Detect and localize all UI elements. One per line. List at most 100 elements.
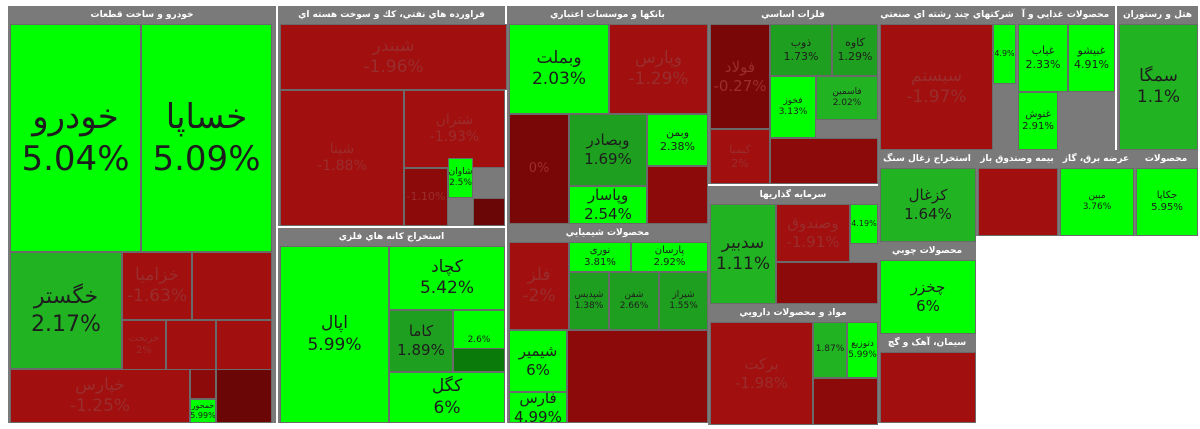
stock-tile[interactable]: فارس 4.99% <box>509 392 567 423</box>
sector-9[interactable]: محصولات غذايي و آ غیاب 2.33% غبیشو 4.91% غنوش… <box>1016 6 1115 150</box>
stock-tile[interactable]: خپارس -1.25% <box>10 369 190 423</box>
sector-15[interactable]: محصولات جکاپا 5.95% <box>1134 150 1198 236</box>
stock-tile[interactable] <box>453 348 505 372</box>
stock-change: 6% <box>433 397 461 418</box>
stock-tile[interactable]: شفن 2.66% <box>609 272 659 330</box>
stock-tile[interactable]: 4.19% <box>850 204 878 244</box>
stock-tile[interactable]: وپاسار 2.54% <box>569 186 647 224</box>
stock-tile[interactable]: 0% <box>509 114 569 224</box>
stock-tile[interactable]: نوری 3.81% <box>569 242 631 272</box>
stock-tile[interactable]: مبین 3.76% <box>1060 168 1134 236</box>
sector-0[interactable]: خودرو و ساخت قطعات خودرو 5.04% خساپا 5.09% خگ… <box>8 6 276 423</box>
stock-tile[interactable] <box>190 369 216 399</box>
stock-tile[interactable]: چخزر 6% <box>880 260 976 334</box>
stock-change: 5.99% <box>848 350 877 360</box>
stock-tile[interactable]: سدبیر 1.11% <box>710 204 776 304</box>
stock-tile[interactable] <box>776 262 878 304</box>
stock-tile[interactable]: غنوش 2.91% <box>1018 92 1058 150</box>
sector-title: خودرو و ساخت قطعات <box>90 10 194 20</box>
sector-3[interactable]: استخراج كانه هاي فلزي اپال 5.99% کچاد 5.42% ک… <box>278 228 505 423</box>
stock-tile[interactable] <box>813 378 878 425</box>
stock-tile[interactable]: کزغال 1.64% <box>880 168 976 242</box>
stock-tile[interactable]: کچاد 5.42% <box>389 246 505 310</box>
stock-tile[interactable]: غیاب 2.33% <box>1018 24 1068 92</box>
stock-tile[interactable]: شبندر -1.96% <box>280 24 507 90</box>
stock-tile[interactable]: شپنا -1.88% <box>280 90 404 226</box>
stock-tile[interactable] <box>978 168 1058 236</box>
stock-tile[interactable] <box>880 352 976 423</box>
stock-change: 1.29% <box>837 50 873 63</box>
sector-5[interactable]: فلزات اساسي فولاد -0.27% ذوب 1.73% کاوه 1.29% ف… <box>708 6 878 184</box>
stock-change: 1.87% <box>815 344 845 355</box>
stock-symbol: سیستم <box>911 65 962 86</box>
stock-tile[interactable]: وپارس -1.29% <box>609 24 708 114</box>
sector-7[interactable]: مواد و محصولات دارويي برکت -1.98% 1.87% دتوز… <box>708 304 878 425</box>
stock-tile[interactable] <box>216 369 272 423</box>
sector-4[interactable]: محصولات شيميايي فلز -2% نوری 3.81% پارسان 2.92… <box>507 224 708 423</box>
stock-tile[interactable]: اپال 5.99% <box>280 246 389 423</box>
stock-tile[interactable]: شاوان 2.5% <box>448 158 473 198</box>
stock-tile[interactable]: پارسان 2.92% <box>631 242 708 272</box>
stock-tile[interactable]: شیراز 1.55% <box>659 272 708 330</box>
stock-tile[interactable]: دتوزیع 5.99% <box>847 322 878 378</box>
stock-symbol: شپدیس <box>574 289 604 300</box>
stock-tile[interactable]: 4.9% <box>993 24 1016 84</box>
stock-change: 2.5% <box>449 178 472 188</box>
stock-tile[interactable] <box>216 320 272 370</box>
sector-title: عرضه برق، گاز <box>1062 154 1130 164</box>
stock-tile[interactable]: فلز -2% <box>509 242 569 330</box>
stock-tile[interactable]: فولاد -0.27% <box>710 24 770 129</box>
stock-tile[interactable]: برکت -1.98% <box>710 322 813 425</box>
stock-tile[interactable]: کیمیا 2% <box>710 129 770 184</box>
stock-tile[interactable]: وبصادر 1.69% <box>569 114 647 186</box>
sector-10[interactable]: هتل و رستوران سمگا 1.1% <box>1117 6 1198 150</box>
stock-tile[interactable]: خگستر 2.17% <box>10 252 122 369</box>
stock-tile[interactable] <box>166 320 216 370</box>
stock-tile[interactable]: سمگا 1.1% <box>1119 24 1198 150</box>
stock-tile[interactable]: کاما 1.89% <box>389 310 453 372</box>
stock-tile[interactable]: خزامیا -1.63% <box>122 252 192 320</box>
stock-tile[interactable]: کاوه 1.29% <box>832 24 878 76</box>
stock-tile[interactable]: وصندوق -1.91% <box>776 204 850 262</box>
sector-13[interactable]: بيمه وصندوق باز <box>976 150 1058 236</box>
stock-tile[interactable]: خریخت 2% <box>122 320 166 370</box>
stock-tile[interactable]: شیمیر 6% <box>509 330 567 392</box>
stock-symbol: شفن <box>624 289 644 300</box>
sector-6[interactable]: سرمايه گذاريها سدبیر 1.11% وصندوق -1.91% 4.19… <box>708 186 878 304</box>
stock-tile[interactable]: خمحور 5.99% <box>190 399 216 423</box>
stock-change: -2% <box>522 286 556 306</box>
stock-tile[interactable] <box>647 166 708 224</box>
stock-tile[interactable]: شپدیس 1.38% <box>569 272 609 330</box>
stock-tile[interactable]: ذوب 1.73% <box>770 24 832 76</box>
stock-symbol: کاوه <box>845 36 865 50</box>
sector-11[interactable]: استخراج زغال سنگ کزغال 1.64% <box>878 150 976 242</box>
stock-tile[interactable]: کگل 6% <box>389 372 505 423</box>
stock-tile[interactable]: وبملت 2.03% <box>509 24 609 114</box>
stock-tile[interactable]: سیستم -1.97% <box>880 24 993 150</box>
stock-change: 5.99% <box>307 334 362 355</box>
stock-tile[interactable]: -1.10% <box>404 168 448 226</box>
stock-change: 1.73% <box>783 50 819 63</box>
stock-tile[interactable] <box>567 330 708 423</box>
sector-12[interactable]: محصولات چوبي چخزر 6% <box>878 242 976 334</box>
sector-14[interactable]: عرضه برق، گاز مبین 3.76% <box>1058 150 1134 236</box>
stock-tile[interactable]: جکاپا 5.95% <box>1136 168 1198 236</box>
stock-tile[interactable] <box>770 138 878 184</box>
stock-tile[interactable]: فاسمین 2.02% <box>816 76 878 120</box>
sector-8[interactable]: شركتهاي چند رشته اي صنعتي سیستم -1.97% 4.9% <box>878 6 1016 150</box>
stock-tile[interactable]: وبمن 2.38% <box>647 114 708 166</box>
sector-1[interactable]: فراورده هاي نفتي، كك و سوخت هسته اي شبندر… <box>278 6 507 226</box>
stock-tile[interactable]: شتران -1.93% <box>404 90 505 168</box>
stock-tile[interactable] <box>473 198 505 226</box>
stock-tile[interactable]: 1.87% <box>813 322 847 378</box>
stock-tile[interactable] <box>192 252 272 320</box>
sector-2[interactable]: بانكها و موسسات اعتباري وبملت 2.03% وپارس -1… <box>507 6 708 224</box>
sector-16[interactable]: سیمان، آهک و گچ <box>878 334 976 423</box>
stock-tile[interactable]: خساپا 5.09% <box>141 24 272 252</box>
stock-change: 2.17% <box>31 311 101 337</box>
stock-symbol: وبصادر <box>586 131 630 150</box>
stock-tile[interactable]: خودرو 5.04% <box>10 24 141 252</box>
stock-tile[interactable]: غبیشو 4.91% <box>1068 24 1115 92</box>
stock-change: 4.91% <box>1074 58 1109 71</box>
stock-tile[interactable]: فخوز 3.13% <box>770 76 816 138</box>
